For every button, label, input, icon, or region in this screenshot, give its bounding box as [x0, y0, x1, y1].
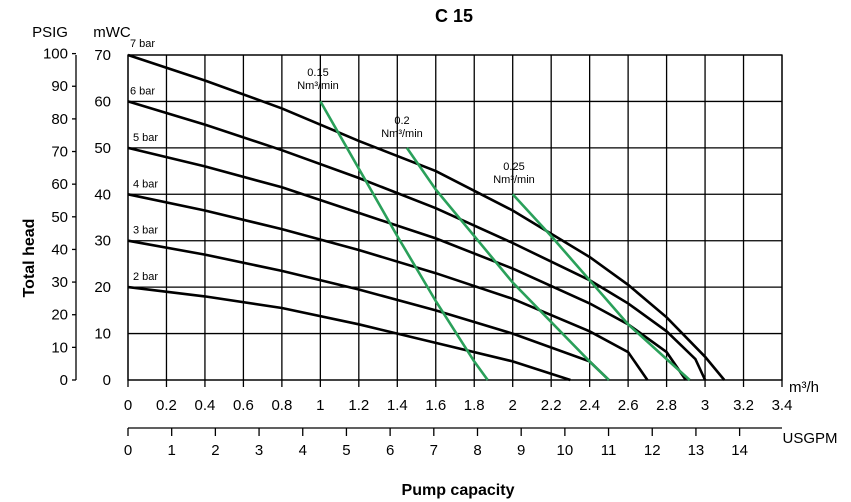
m3h-unit-label: m³/h — [789, 379, 819, 396]
x-tick-label: 1 — [316, 397, 324, 414]
usgpm-tick-label: 1 — [168, 442, 176, 459]
x-tick-label: 0 — [124, 397, 132, 414]
pressure-curve — [127, 53, 726, 381]
y-axis-title: Total head — [21, 219, 38, 298]
usgpm-tick-label: 2 — [211, 442, 219, 459]
usgpm-tick-label: 9 — [517, 442, 525, 459]
psig-tick-label: 100 — [43, 46, 68, 63]
pressure-curve — [127, 193, 649, 381]
x-tick-label: 0.2 — [156, 397, 177, 414]
x-tick-label: 3.2 — [733, 397, 754, 414]
x-tick-label: 0.4 — [195, 397, 216, 414]
usgpm-tick-label: 3 — [255, 442, 263, 459]
psig-tick-label: 0 — [60, 372, 68, 389]
usgpm-tick-label: 5 — [342, 442, 350, 459]
x-tick-label: 1.8 — [464, 397, 485, 414]
psig-tick-label: 10 — [51, 339, 68, 356]
pressure-curve — [127, 100, 707, 381]
curve-label: 3 bar — [133, 225, 158, 237]
air-consumption-curve — [319, 100, 489, 381]
psig-tick-label: 30 — [51, 274, 68, 291]
x-tick-label: 1.6 — [425, 397, 446, 414]
usgpm-unit-label: USGPM — [782, 430, 837, 447]
psig-tick-label: 50 — [51, 209, 68, 226]
y-tick-label: 20 — [94, 279, 111, 296]
x-tick-label: 1.2 — [348, 397, 369, 414]
usgpm-tick-label: 11 — [601, 442, 617, 459]
x-tick-label: 2 — [509, 397, 517, 414]
y-tick-label: 40 — [94, 186, 111, 203]
x-tick-label: 1.4 — [387, 397, 408, 414]
usgpm-tick-label: 13 — [688, 442, 705, 459]
curve-label: 0.15 — [307, 67, 328, 79]
curve-label: 0.2 — [394, 115, 409, 127]
usgpm-tick-label: 14 — [731, 442, 748, 459]
x-tick-label: 2.4 — [579, 397, 600, 414]
curve-label-unit: Nm³/min — [493, 174, 535, 186]
x-axis-title: Pump capacity — [402, 482, 515, 499]
curve-label: 0.25 — [503, 161, 524, 173]
pressure-curve — [127, 146, 687, 381]
y-tick-label: 70 — [94, 47, 111, 64]
x-tick-label: 2.2 — [541, 397, 562, 414]
curve-label: 4 bar — [133, 178, 158, 190]
usgpm-tick-label: 12 — [644, 442, 661, 459]
x-tick-label: 0.8 — [271, 397, 292, 414]
y-tick-label: 60 — [94, 93, 111, 110]
axis-ticks: 0 0.2 0.4 0.6 0.8 1 1.2 1.4 1.6 1.8 2 2.2 2.4 2.6 2.8 3… — [43, 46, 792, 459]
curve-label: 5 bar — [133, 132, 158, 144]
y-tick-label: 0 — [103, 372, 111, 389]
curve-label-unit: Nm³/min — [381, 128, 423, 140]
psig-unit-label: PSIG — [32, 24, 68, 41]
air-consumption-curve — [511, 193, 691, 381]
usgpm-tick-label: 6 — [386, 442, 394, 459]
x-tick-label: 2.6 — [618, 397, 639, 414]
x-tick-label: 3.4 — [772, 397, 793, 414]
air-consumption-curve — [405, 147, 610, 381]
curve-label: 7 bar — [130, 38, 155, 50]
curve-label-unit: Nm³/min — [297, 80, 339, 92]
plot-frame — [127, 54, 783, 381]
psig-tick-label: 40 — [51, 241, 68, 258]
usgpm-tick-label: 7 — [430, 442, 438, 459]
psig-tick-label: 90 — [51, 78, 68, 95]
psig-tick-label: 20 — [51, 307, 68, 324]
grid — [72, 52, 783, 436]
usgpm-tick-label: 4 — [299, 442, 307, 459]
x-tick-label: 0.6 — [233, 397, 254, 414]
y-tick-label: 50 — [94, 140, 111, 157]
pressure-curve — [127, 285, 571, 382]
pressure-curve — [127, 239, 610, 381]
y-tick-label: 30 — [94, 233, 111, 250]
series — [127, 53, 726, 382]
usgpm-tick-label: 10 — [557, 442, 574, 459]
usgpm-tick-label: 8 — [473, 442, 481, 459]
y-tick-label: 10 — [94, 326, 111, 343]
psig-tick-label: 80 — [51, 111, 68, 128]
curve-label: 6 bar — [130, 85, 155, 97]
usgpm-tick-label: 0 — [124, 442, 132, 459]
psig-tick-label: 70 — [51, 144, 68, 161]
x-tick-label: 3 — [701, 397, 709, 414]
mwc-unit-label: mWC — [93, 24, 131, 41]
curve-label: 2 bar — [133, 271, 158, 283]
x-tick-label: 2.8 — [656, 397, 677, 414]
psig-tick-label: 60 — [51, 176, 68, 193]
chart-title: C 15 — [435, 6, 473, 26]
